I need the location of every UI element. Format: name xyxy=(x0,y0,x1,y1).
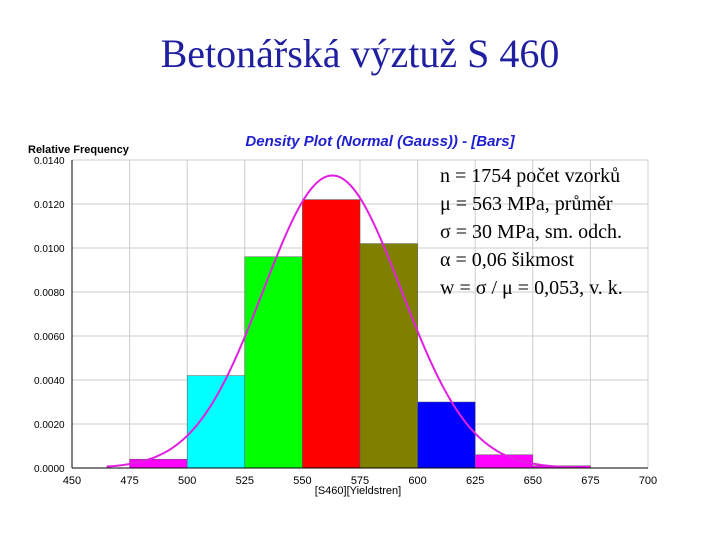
x-tick-label: 675 xyxy=(581,475,599,487)
bar-475-500 xyxy=(129,458,188,469)
x-tick-label: 500 xyxy=(178,475,196,487)
x-tick-label: 575 xyxy=(351,475,369,487)
normal-curve xyxy=(106,174,579,469)
bar-550-575 xyxy=(302,199,361,469)
x-tick-label: 550 xyxy=(293,475,311,487)
x-tick-label: 525 xyxy=(236,475,254,487)
x-tick-label: 475 xyxy=(120,475,138,487)
bar-575-600 xyxy=(359,243,418,469)
y-tick-label: 0.0000 xyxy=(34,464,65,475)
stat-cv: w = σ / μ = 0,053, v. k. xyxy=(440,277,623,299)
bar-525-550 xyxy=(244,256,303,469)
normal-curve-line xyxy=(106,174,579,469)
axes xyxy=(71,160,648,469)
chart-title: Density Plot (Normal (Gauss)) - [Bars] xyxy=(245,133,515,150)
slide-title: Betonářská výztuž S 460 xyxy=(160,31,560,76)
y-tick-label: 0.0120 xyxy=(34,200,65,211)
x-axis-label: [S460][Yieldstren] xyxy=(315,485,401,497)
y-tick-label: 0.0100 xyxy=(34,244,65,255)
y-tick-label: 0.0060 xyxy=(34,332,65,343)
x-tick-label: 625 xyxy=(466,475,484,487)
stat-skewness: α = 0,06 šikmost xyxy=(440,249,574,271)
stat-count: n = 1754 počet vzorků xyxy=(440,165,621,187)
y-tick-label: 0.0040 xyxy=(34,376,65,387)
stat-std: σ = 30 MPa, sm. odch. xyxy=(440,221,623,243)
bar-600-625 xyxy=(417,401,476,469)
x-tick-label: 700 xyxy=(639,475,657,487)
statistics-box: n = 1754 počet vzorků μ = 563 MPa, průmě… xyxy=(440,162,623,302)
bar-500-525 xyxy=(186,375,246,469)
tick-labels: 450 475 500 525 550 575 600 625 650 675 700 0.0000 0… xyxy=(34,156,657,487)
stat-mean: μ = 563 MPa, průměr xyxy=(440,193,613,215)
y-axis-label: Relative Frequency xyxy=(28,144,130,156)
histogram-bars xyxy=(129,199,591,469)
y-tick-label: 0.0080 xyxy=(34,288,65,299)
x-tick-label: 450 xyxy=(63,475,81,487)
x-tick-label: 650 xyxy=(524,475,542,487)
y-tick-label: 0.0140 xyxy=(34,156,65,167)
y-tick-label: 0.0020 xyxy=(34,420,65,431)
x-tick-label: 600 xyxy=(408,475,426,487)
